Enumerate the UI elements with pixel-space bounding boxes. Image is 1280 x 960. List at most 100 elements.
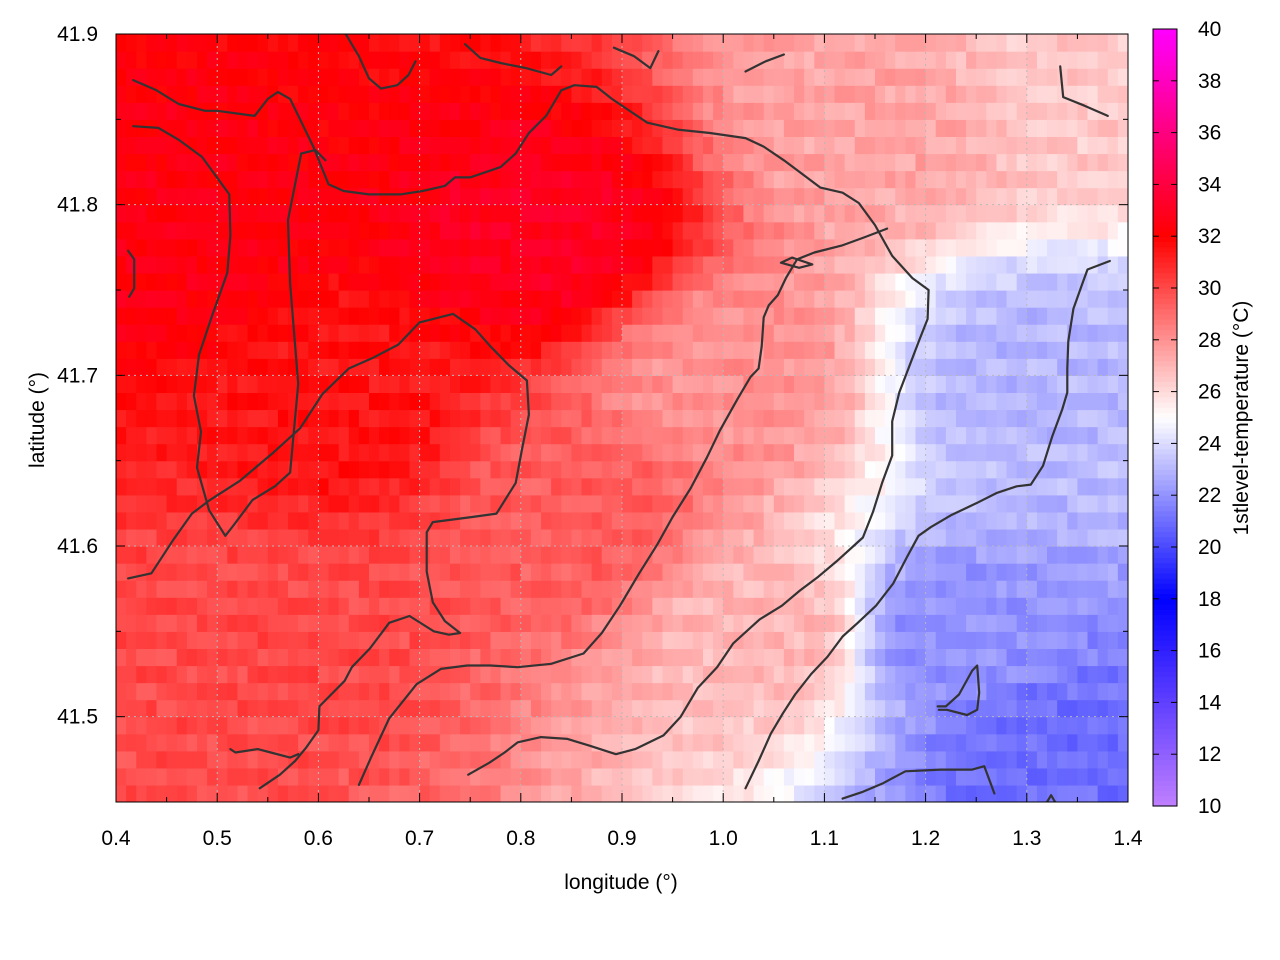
heatmap-cell	[1047, 716, 1058, 735]
heatmap-cell	[561, 119, 572, 137]
heatmap-cell	[692, 290, 704, 308]
heatmap-cell	[116, 682, 127, 701]
heatmap-cell	[136, 767, 147, 786]
heatmap-cell	[166, 597, 178, 615]
colorbar-swatch	[1153, 774, 1177, 781]
heatmap-cell	[439, 153, 451, 172]
heatmap-cell	[247, 324, 259, 342]
heatmap-cell	[702, 682, 714, 701]
heatmap-cell	[480, 341, 492, 359]
heatmap-cell	[885, 614, 896, 632]
heatmap-cell	[1026, 477, 1038, 496]
heatmap-cell	[986, 631, 998, 649]
heatmap-cell	[389, 767, 400, 786]
heatmap-cell	[358, 187, 370, 206]
heatmap-cell	[854, 51, 866, 69]
heatmap-cell	[288, 68, 299, 86]
heatmap-cell	[692, 733, 704, 752]
heatmap-cell	[136, 153, 147, 172]
heatmap-cell	[389, 153, 400, 172]
heatmap-cell	[1067, 716, 1078, 735]
heatmap-cell	[966, 341, 977, 359]
heatmap-cell	[1006, 477, 1018, 496]
heatmap-cell	[1067, 34, 1078, 52]
heatmap-cell	[622, 784, 633, 802]
heatmap-cell	[561, 68, 572, 86]
heatmap-cell	[196, 494, 208, 513]
heatmap-cell	[419, 614, 431, 632]
heatmap-cell	[288, 392, 299, 411]
heatmap-cell	[288, 750, 299, 769]
heatmap-cell	[986, 477, 998, 496]
colorbar-swatch	[1153, 686, 1177, 693]
heatmap-cell	[996, 784, 1008, 802]
heatmap-cell	[713, 614, 724, 632]
heatmap-cell	[763, 460, 775, 479]
heatmap-cell	[601, 767, 613, 786]
heatmap-cell	[682, 85, 694, 103]
heatmap-cell	[1006, 597, 1018, 615]
heatmap-cell	[1067, 580, 1078, 598]
heatmap-cell	[986, 648, 998, 667]
heatmap-cell	[682, 699, 694, 718]
heatmap-cell	[642, 563, 653, 581]
heatmap-cell	[429, 665, 441, 684]
colorbar-swatch	[1153, 282, 1177, 289]
heatmap-cell	[945, 580, 957, 598]
heatmap-cell	[682, 631, 694, 649]
heatmap-cell	[652, 767, 664, 786]
heatmap-cell	[753, 102, 765, 120]
heatmap-cell	[247, 477, 259, 496]
heatmap-cell	[156, 238, 168, 257]
heatmap-cell	[915, 546, 927, 564]
heatmap-cell	[996, 392, 1008, 411]
colorbar-swatch	[1153, 267, 1177, 274]
heatmap-cell	[723, 290, 734, 308]
heatmap-cell	[935, 597, 947, 615]
heatmap-cell	[358, 682, 370, 701]
heatmap-cell	[642, 255, 653, 274]
heatmap-cell	[338, 528, 350, 547]
heatmap-cell	[996, 580, 1008, 598]
heatmap-cell	[763, 716, 775, 735]
heatmap-cell	[500, 102, 512, 120]
heatmap-cell	[895, 682, 906, 701]
heatmap-cell	[520, 716, 532, 735]
heatmap-cell	[814, 699, 825, 718]
heatmap-cell	[308, 68, 319, 86]
heatmap-cell	[470, 238, 481, 257]
heatmap-cell	[702, 563, 714, 581]
heatmap-cell	[520, 648, 532, 667]
heatmap-cell	[672, 119, 684, 137]
heatmap-cell	[318, 733, 330, 752]
heatmap-cell	[571, 170, 583, 189]
heatmap-cell	[267, 648, 279, 667]
heatmap-cell	[814, 511, 825, 530]
heatmap-cell	[247, 699, 259, 718]
heatmap-cell	[126, 546, 137, 564]
heatmap-cell	[763, 272, 775, 291]
heatmap-cell	[348, 477, 360, 496]
heatmap-cell	[409, 102, 421, 120]
heatmap-cell	[136, 358, 147, 376]
heatmap-cell	[530, 238, 542, 257]
heatmap-cell	[227, 597, 239, 615]
heatmap-cell	[460, 665, 471, 684]
heatmap-cell	[217, 204, 228, 223]
heatmap-cell	[460, 648, 471, 667]
heatmap-cell	[308, 153, 319, 172]
colorbar-swatch	[1153, 671, 1177, 678]
colorbar-swatch	[1153, 443, 1177, 450]
heatmap-cell	[490, 699, 502, 718]
heatmap-cell	[672, 68, 684, 86]
heatmap-cell	[723, 767, 734, 786]
heatmap-cell	[976, 358, 987, 376]
heatmap-cell	[358, 580, 370, 598]
heatmap-cell	[308, 699, 319, 718]
heatmap-cell	[439, 597, 451, 615]
heatmap-cell	[530, 767, 542, 786]
heatmap-cell	[541, 238, 552, 257]
heatmap-cell	[166, 187, 178, 206]
heatmap-cell	[753, 631, 765, 649]
heatmap-cell	[743, 85, 755, 103]
